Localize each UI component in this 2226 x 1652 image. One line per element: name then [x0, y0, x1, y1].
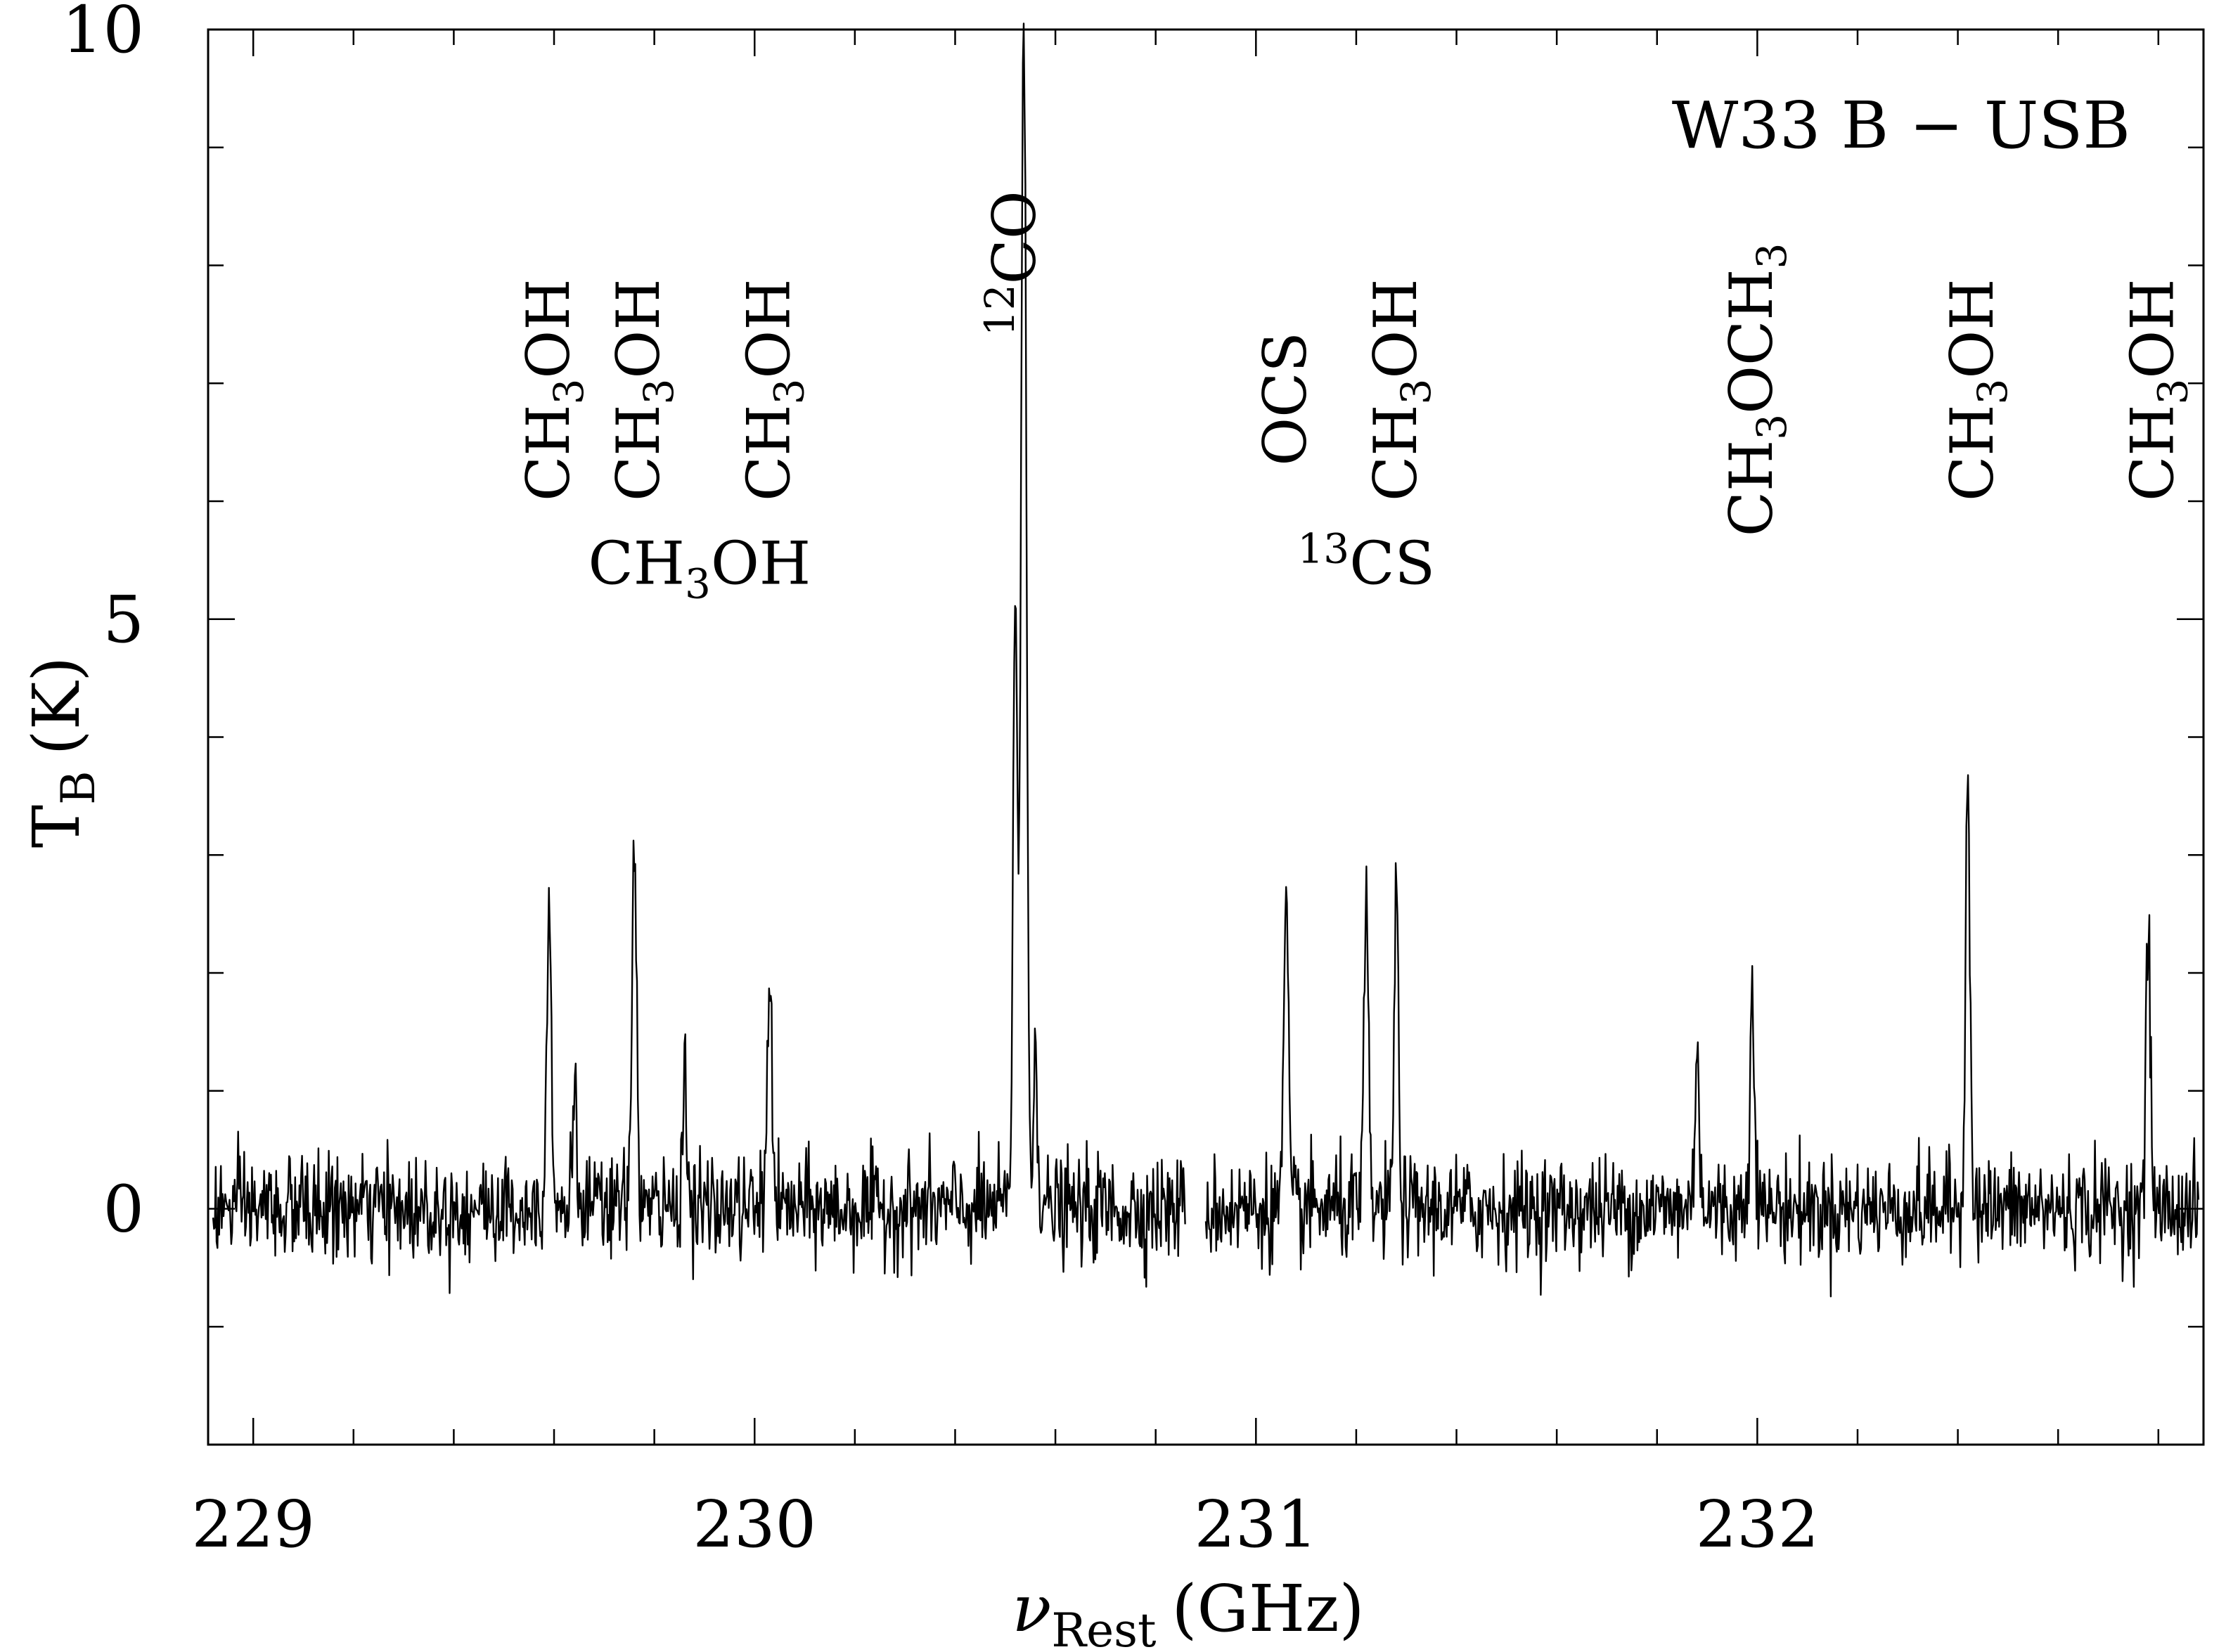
x-axis-label: νRest (GHz)	[1012, 1571, 1364, 1652]
line-id-part: CH	[604, 404, 673, 501]
line-id-label: CH3OH	[1938, 278, 2016, 501]
x-axis-subscript: Rest	[1051, 1603, 1156, 1652]
line-id-part: OCS	[1251, 332, 1320, 466]
line-id-part: OH	[711, 529, 811, 598]
chart-title: W33 B − USB	[1672, 88, 2130, 163]
line-id-part: CH	[2118, 404, 2187, 501]
line-id-part: CH	[1361, 404, 1430, 501]
line-id-label: CH3OH	[1361, 278, 1440, 501]
line-id-part: CH	[1938, 404, 2007, 501]
axis-tick-labels: 229 230 231 232 0 5 10	[62, 0, 1819, 1562]
y-tick-label: 5	[103, 582, 144, 657]
line-id-part: 3	[1392, 379, 1440, 405]
x-tick-label: 229	[191, 1487, 315, 1562]
line-id-part: 13	[1297, 524, 1349, 572]
line-id-part: 3	[1969, 379, 2016, 405]
x-axis-unit: (GHz)	[1172, 1571, 1365, 1646]
line-id-part: CH	[588, 529, 686, 598]
line-id-part: OH	[1361, 278, 1430, 378]
line-id-label: CH3OH	[2118, 278, 2197, 501]
line-id-part: OH	[2118, 278, 2187, 378]
line-id-part: 3	[1748, 243, 1796, 269]
line-id-label: OCS	[1251, 332, 1320, 466]
line-id-label: 12CO	[976, 191, 1049, 336]
line-id-part: 3	[1748, 414, 1796, 440]
line-id-part: 12	[976, 284, 1024, 336]
y-axis-symbol: T	[19, 805, 94, 848]
line-id-label: 13CS	[1297, 524, 1435, 598]
x-tick-label: 231	[1195, 1487, 1318, 1562]
x-tick-label: 230	[693, 1487, 816, 1562]
line-id-part: CO	[980, 191, 1049, 284]
line-id-part: CH	[1717, 440, 1786, 537]
y-axis-label: TB (K)	[19, 657, 105, 848]
line-id-label: CH3OCH3	[1717, 243, 1796, 537]
line-id-label: CH3OH	[514, 278, 593, 501]
line-id-part: 3	[766, 379, 813, 405]
line-id-part: 3	[2149, 379, 2197, 405]
line-id-part: CH	[514, 404, 583, 501]
line-id-part: CS	[1349, 529, 1435, 598]
line-id-part: 3	[685, 560, 711, 607]
y-axis-unit: (K)	[19, 657, 94, 756]
line-id-part: OCH	[1717, 269, 1786, 413]
line-id-part: 3	[635, 379, 683, 405]
y-tick-label: 0	[103, 1172, 144, 1247]
line-id-part: 3	[545, 379, 593, 405]
spectrum-series-line	[212, 22, 2200, 1298]
x-axis-symbol: ν	[1012, 1571, 1051, 1646]
x-tick-label: 232	[1696, 1487, 1820, 1562]
line-id-part: OH	[604, 278, 673, 378]
y-axis-subscript: B	[51, 770, 105, 805]
line-id-label: CH3OH	[588, 529, 811, 607]
line-id-part: OH	[1938, 278, 2007, 378]
line-id-label: CH3OH	[735, 278, 813, 501]
y-tick-label: 10	[62, 0, 144, 67]
line-id-part: CH	[735, 404, 804, 501]
line-id-part: OH	[514, 278, 583, 378]
line-id-part: OH	[735, 278, 804, 378]
line-id-label: CH3OH	[604, 278, 683, 501]
